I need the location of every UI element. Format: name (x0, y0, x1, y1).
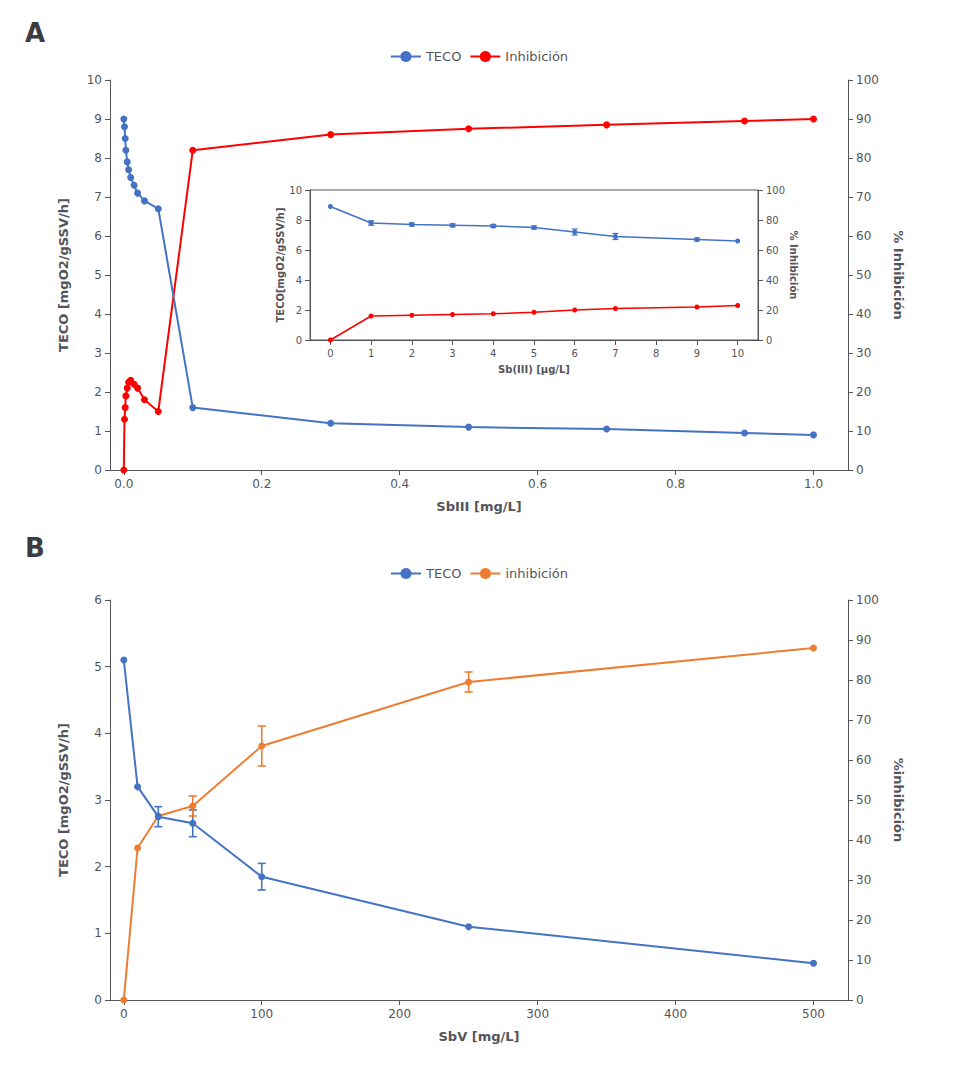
svg-text:100: 100 (250, 1007, 273, 1021)
svg-text:100: 100 (856, 73, 879, 87)
svg-text:% Inhibición: % Inhibición (788, 231, 799, 300)
svg-text:50: 50 (856, 793, 871, 807)
svg-text:70: 70 (856, 190, 871, 204)
svg-text:TECO [mgO2/gSSV/h]: TECO [mgO2/gSSV/h] (56, 198, 71, 352)
svg-text:10: 10 (731, 348, 744, 359)
svg-text:TECO: TECO (425, 49, 461, 64)
svg-text:0.4: 0.4 (390, 477, 409, 491)
svg-text:0: 0 (856, 993, 864, 1007)
svg-text:10: 10 (87, 73, 102, 87)
svg-text:0: 0 (327, 348, 333, 359)
svg-text:60: 60 (856, 229, 871, 243)
svg-text:Inhibición: Inhibición (505, 49, 568, 64)
svg-text:0: 0 (94, 463, 102, 477)
svg-text:20: 20 (856, 913, 871, 927)
svg-text:6: 6 (94, 229, 102, 243)
svg-text:6: 6 (296, 245, 302, 256)
svg-text:60: 60 (856, 753, 871, 767)
svg-text:5: 5 (531, 348, 537, 359)
svg-text:8: 8 (296, 215, 302, 226)
svg-text:8: 8 (94, 151, 102, 165)
svg-text:2: 2 (296, 305, 302, 316)
svg-text:1: 1 (94, 424, 102, 438)
svg-text:TECO: TECO (425, 566, 461, 581)
svg-text:5: 5 (94, 660, 102, 674)
svg-text:%inhibición: %inhibición (891, 758, 906, 843)
svg-text:3: 3 (94, 793, 102, 807)
svg-text:3: 3 (94, 346, 102, 360)
svg-text:0.8: 0.8 (666, 477, 685, 491)
svg-text:60: 60 (766, 245, 779, 256)
svg-text:0: 0 (120, 1007, 128, 1021)
svg-text:0: 0 (856, 463, 864, 477)
svg-text:6: 6 (94, 593, 102, 607)
svg-text:SbIII [mg/L]: SbIII [mg/L] (436, 499, 521, 514)
svg-text:30: 30 (856, 873, 871, 887)
svg-text:0: 0 (94, 993, 102, 1007)
svg-text:2: 2 (409, 348, 415, 359)
svg-text:80: 80 (856, 673, 871, 687)
svg-text:500: 500 (802, 1007, 825, 1021)
svg-text:40: 40 (766, 275, 779, 286)
svg-text:80: 80 (766, 215, 779, 226)
svg-text:40: 40 (856, 833, 871, 847)
svg-text:9: 9 (94, 112, 102, 126)
svg-text:80: 80 (856, 151, 871, 165)
svg-text:B: B (25, 533, 45, 563)
svg-text:% Inhibición: % Inhibición (891, 230, 906, 319)
svg-text:30: 30 (856, 346, 871, 360)
svg-text:0: 0 (766, 335, 772, 346)
svg-text:100: 100 (856, 593, 879, 607)
svg-text:10: 10 (289, 185, 302, 196)
svg-text:A: A (25, 18, 45, 48)
svg-text:4: 4 (94, 726, 102, 740)
svg-text:20: 20 (766, 305, 779, 316)
svg-text:2: 2 (94, 860, 102, 874)
svg-text:400: 400 (664, 1007, 687, 1021)
svg-text:10: 10 (856, 953, 871, 967)
svg-text:7: 7 (94, 190, 102, 204)
svg-text:4: 4 (296, 275, 302, 286)
svg-text:SbV [mg/L]: SbV [mg/L] (438, 1029, 519, 1044)
svg-text:Sb(III) [μg/L]: Sb(III) [μg/L] (498, 364, 570, 375)
svg-text:6: 6 (572, 348, 578, 359)
svg-text:0.2: 0.2 (252, 477, 271, 491)
svg-text:inhibición: inhibición (505, 566, 568, 581)
svg-text:2: 2 (94, 385, 102, 399)
svg-text:70: 70 (856, 713, 871, 727)
svg-text:90: 90 (856, 112, 871, 126)
svg-text:0: 0 (296, 335, 302, 346)
svg-text:3: 3 (449, 348, 455, 359)
svg-text:8: 8 (653, 348, 659, 359)
svg-text:9: 9 (694, 348, 700, 359)
svg-text:4: 4 (490, 348, 496, 359)
svg-text:1: 1 (94, 926, 102, 940)
svg-text:1.0: 1.0 (804, 477, 823, 491)
svg-text:100: 100 (766, 185, 785, 196)
svg-text:10: 10 (856, 424, 871, 438)
svg-text:1: 1 (368, 348, 374, 359)
svg-text:0.6: 0.6 (528, 477, 547, 491)
svg-text:40: 40 (856, 307, 871, 321)
svg-text:90: 90 (856, 633, 871, 647)
svg-text:300: 300 (526, 1007, 549, 1021)
svg-text:0.0: 0.0 (114, 477, 133, 491)
svg-text:4: 4 (94, 307, 102, 321)
svg-text:200: 200 (388, 1007, 411, 1021)
svg-text:TECO [mgO2/gSSV/h]: TECO [mgO2/gSSV/h] (56, 723, 71, 877)
svg-text:TECO[mgO2/gSSV/h]: TECO[mgO2/gSSV/h] (275, 208, 286, 323)
svg-text:50: 50 (856, 268, 871, 282)
svg-text:7: 7 (612, 348, 618, 359)
svg-text:5: 5 (94, 268, 102, 282)
svg-text:20: 20 (856, 385, 871, 399)
